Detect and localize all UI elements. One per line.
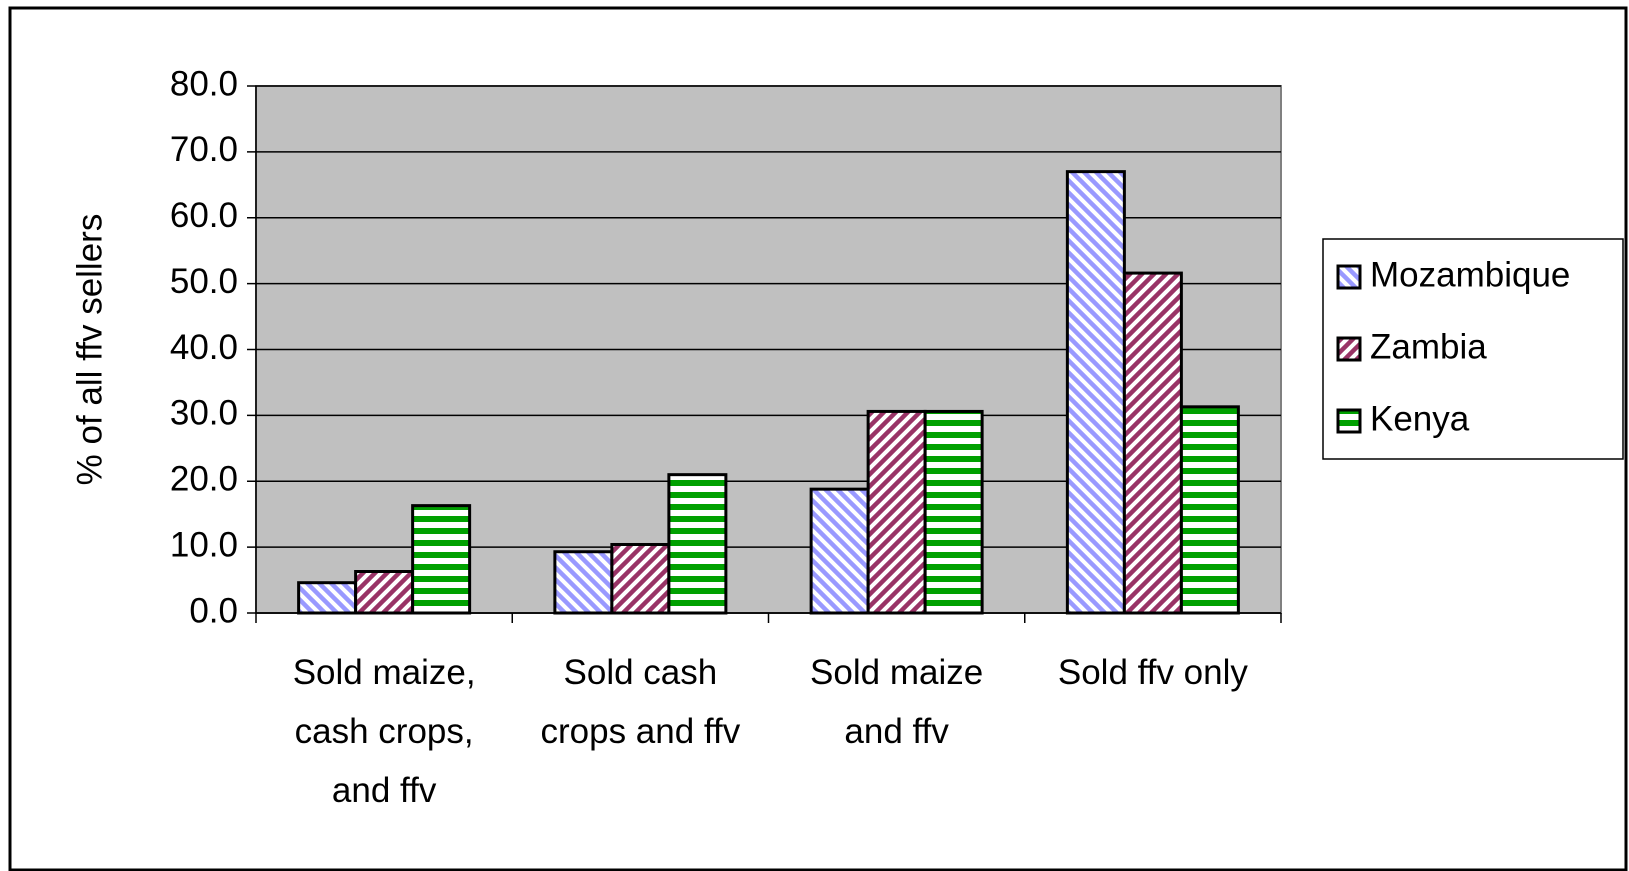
bar [553, 550, 614, 615]
legend-swatch [1336, 264, 1362, 290]
x-tick-label: Sold cash crops and ffv [540, 653, 741, 751]
y-axis-label: % of all ffv sellers [70, 214, 109, 486]
x-tick-label: Sold maize, cash crops, and ffv [292, 653, 476, 810]
y-tick-label: 60.0 [170, 196, 238, 235]
legend-swatch [1336, 408, 1362, 434]
bar [1122, 271, 1183, 615]
bar [809, 487, 870, 615]
y-tick-label: 10.0 [170, 525, 238, 564]
bar [1065, 170, 1126, 615]
legend-label: Mozambique [1370, 255, 1570, 294]
y-tick-label: 80.0 [170, 64, 238, 103]
x-tick-label: Sold maize and ffv [810, 653, 984, 751]
y-tick-label: 40.0 [170, 328, 238, 367]
y-tick-label: 20.0 [170, 460, 238, 499]
y-tick-label: 30.0 [170, 394, 238, 433]
bar [610, 542, 671, 615]
bar [354, 569, 415, 615]
bar [411, 504, 472, 615]
bar [667, 473, 728, 615]
y-tick-label: 0.0 [189, 591, 238, 630]
legend-label: Kenya [1370, 399, 1470, 438]
bar [1179, 405, 1240, 615]
y-tick-label: 50.0 [170, 262, 238, 301]
x-tick-label: Sold ffv only [1057, 653, 1248, 692]
y-tick-label: 70.0 [170, 130, 238, 169]
bar [866, 409, 927, 615]
legend-label: Zambia [1370, 327, 1487, 366]
bar [297, 581, 358, 615]
bar [923, 409, 984, 615]
legend-swatch [1336, 336, 1362, 362]
legend-box [1322, 238, 1624, 460]
